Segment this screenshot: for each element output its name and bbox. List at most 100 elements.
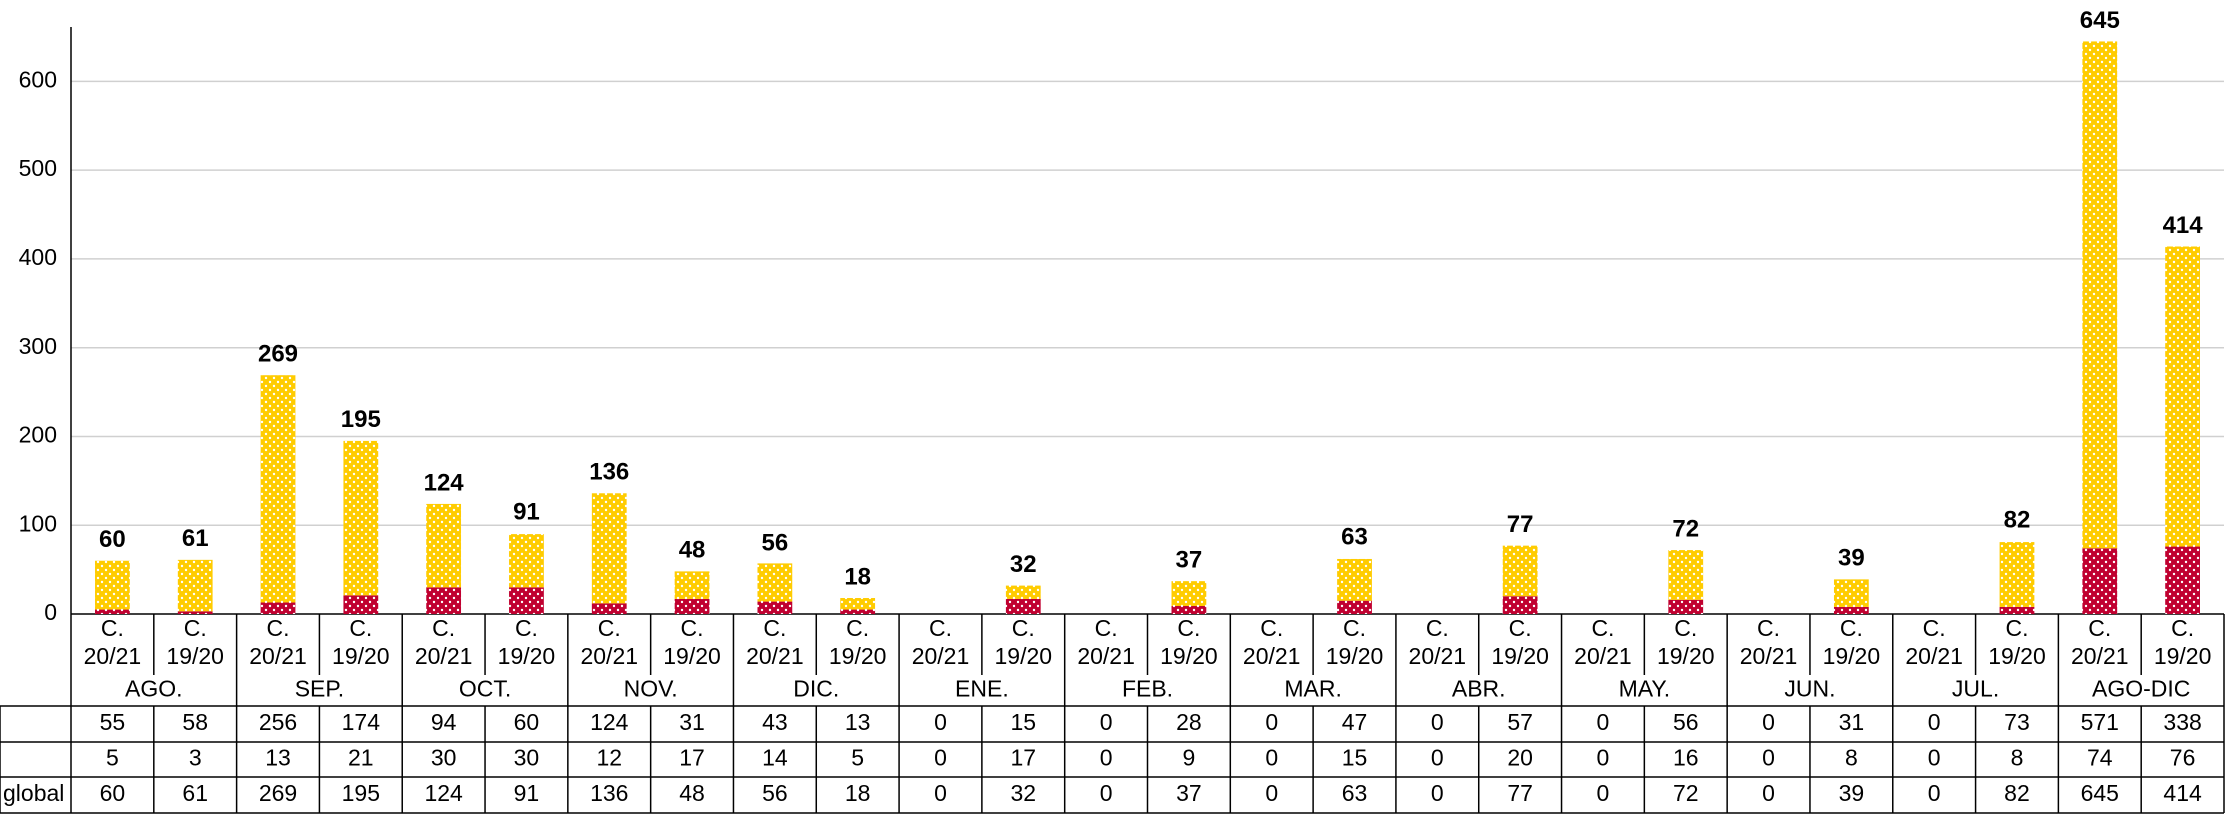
x-tick-label: C. 19/20 bbox=[829, 615, 887, 669]
table-cell: 82 bbox=[2004, 780, 2030, 806]
x-tick-label: C. 19/20 bbox=[1326, 615, 1384, 669]
bar-segment bbox=[840, 598, 876, 610]
table-cell: 124 bbox=[424, 780, 463, 806]
group-label: FEB. bbox=[1122, 676, 1173, 702]
table-cell: 124 bbox=[590, 709, 629, 735]
group-label: ABR. bbox=[1452, 676, 1506, 702]
table-cell: 21 bbox=[348, 745, 374, 771]
table-cell: 57 bbox=[1507, 709, 1533, 735]
table-cell: 13 bbox=[845, 709, 871, 735]
table-cell: 0 bbox=[1100, 780, 1113, 806]
group-label: OCT. bbox=[459, 676, 511, 702]
table-cell: 14 bbox=[762, 745, 788, 771]
bar-segment bbox=[1005, 598, 1041, 614]
bar-segment bbox=[674, 571, 710, 599]
table-cell: 0 bbox=[1265, 780, 1278, 806]
bar-segment bbox=[1668, 550, 1704, 600]
table-cell: 9 bbox=[1183, 745, 1196, 771]
x-tick-label: C. 20/21 bbox=[746, 615, 804, 669]
data-label: 269 bbox=[258, 341, 298, 368]
table-cell: 91 bbox=[514, 780, 540, 806]
x-tick-label: C. 19/20 bbox=[1160, 615, 1218, 669]
x-tick-label: C. 19/20 bbox=[332, 615, 390, 669]
group-label: ENE. bbox=[955, 676, 1009, 702]
data-label: 195 bbox=[341, 406, 381, 433]
bar-segment bbox=[591, 603, 627, 614]
bar-segment bbox=[1833, 606, 1869, 614]
table-cell: 55 bbox=[100, 709, 126, 735]
x-tick-label: C. 19/20 bbox=[166, 615, 224, 669]
table-cell: 5 bbox=[851, 745, 864, 771]
x-tick-label: C. 20/21 bbox=[84, 615, 142, 669]
y-tick-label: 600 bbox=[19, 66, 57, 92]
table-cell: 39 bbox=[1839, 780, 1865, 806]
table-cell: 32 bbox=[1010, 780, 1036, 806]
group-label: MAR. bbox=[1284, 676, 1342, 702]
table-cell: 74 bbox=[2087, 745, 2113, 771]
table-cell: 15 bbox=[1342, 745, 1368, 771]
x-tick-label: C. 19/20 bbox=[2154, 615, 2212, 669]
table-cell: 56 bbox=[762, 780, 788, 806]
table-cell: 58 bbox=[182, 709, 208, 735]
bar-segment bbox=[1337, 558, 1372, 601]
table-cell: 94 bbox=[431, 709, 457, 735]
x-tick-label: C. 19/20 bbox=[1988, 615, 2046, 669]
data-label: 60 bbox=[99, 526, 126, 553]
table-cell: 31 bbox=[1839, 709, 1865, 735]
data-label: 91 bbox=[513, 499, 540, 526]
bar-segment bbox=[95, 560, 130, 610]
table-cell: 0 bbox=[934, 745, 947, 771]
data-label: 124 bbox=[424, 469, 465, 496]
table-cell: 56 bbox=[1673, 709, 1699, 735]
table-cell: 0 bbox=[1597, 780, 1610, 806]
bar-segment bbox=[1171, 606, 1207, 614]
table-cell: 5 bbox=[106, 745, 119, 771]
table-cell: 77 bbox=[1507, 780, 1533, 806]
bar-segment bbox=[1502, 596, 1538, 614]
table-cell: 0 bbox=[934, 780, 947, 806]
table-cell: 17 bbox=[679, 745, 705, 771]
table-cell: 37 bbox=[1176, 780, 1202, 806]
table-cell: 269 bbox=[259, 780, 297, 806]
y-tick-label: 500 bbox=[19, 155, 57, 181]
table-cell: 0 bbox=[1597, 745, 1610, 771]
group-label: NOV. bbox=[624, 676, 678, 702]
x-tick-label: C. 20/21 bbox=[1905, 615, 1963, 669]
table-cell: 73 bbox=[2004, 709, 2030, 735]
bar-segment bbox=[2082, 41, 2118, 549]
table-cell: 30 bbox=[514, 745, 540, 771]
x-tick-label: C. 19/20 bbox=[1823, 615, 1881, 669]
y-tick-label: 300 bbox=[19, 333, 57, 359]
bar-segment bbox=[426, 503, 462, 588]
bar-segment bbox=[757, 563, 793, 602]
x-tick-label: C. 20/21 bbox=[1740, 615, 1798, 669]
data-label: 645 bbox=[2080, 7, 2120, 34]
group-label: AGO. bbox=[125, 676, 183, 702]
data-label: 48 bbox=[679, 537, 706, 564]
group-label: AGO-DIC bbox=[2092, 676, 2190, 702]
bar-segment bbox=[260, 375, 296, 603]
y-tick-label: 400 bbox=[19, 244, 57, 270]
bar-segment bbox=[177, 559, 213, 612]
bar-segment bbox=[343, 595, 379, 614]
table-cell: 3 bbox=[189, 745, 202, 771]
group-label: SEP. bbox=[295, 676, 344, 702]
table-cell: 43 bbox=[762, 709, 788, 735]
table-cell: 0 bbox=[1928, 709, 1941, 735]
data-label: 56 bbox=[762, 530, 789, 557]
x-tick-label: C. 19/20 bbox=[498, 615, 556, 669]
table-cell: 8 bbox=[1845, 745, 1858, 771]
y-tick-label: 0 bbox=[44, 599, 57, 625]
table-cell: 0 bbox=[1762, 745, 1775, 771]
table-cell: 61 bbox=[182, 780, 208, 806]
table-cell: 31 bbox=[679, 709, 705, 735]
table-cell: 0 bbox=[1100, 745, 1113, 771]
group-label: DIC. bbox=[793, 676, 839, 702]
table-cell: 414 bbox=[2163, 780, 2202, 806]
x-tick-label: C. 19/20 bbox=[1491, 615, 1549, 669]
data-label: 61 bbox=[182, 525, 209, 552]
bar-segment bbox=[2165, 246, 2200, 547]
bar-segment bbox=[1337, 600, 1372, 614]
data-label: 18 bbox=[844, 563, 871, 590]
table-cell: 0 bbox=[1265, 709, 1278, 735]
